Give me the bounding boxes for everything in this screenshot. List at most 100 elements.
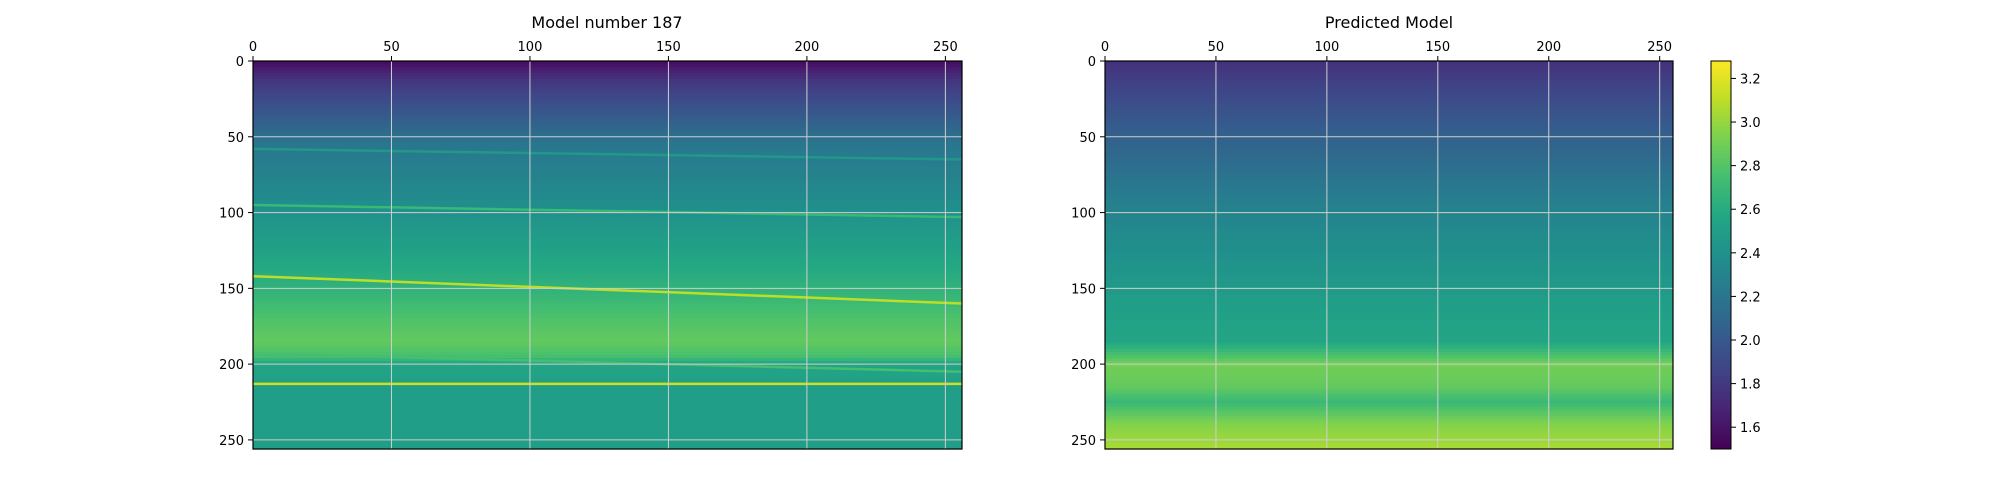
heatmap-band xyxy=(253,148,962,153)
heatmap-band xyxy=(253,370,962,374)
heatmap-band xyxy=(1105,109,1673,114)
heatmap-band xyxy=(1105,127,1673,132)
heatmap-band xyxy=(253,179,962,183)
heatmap-band xyxy=(253,191,962,195)
heatmap-band xyxy=(253,115,962,120)
heatmap-band xyxy=(1105,203,1673,208)
heatmap-band xyxy=(253,88,962,92)
heatmap-band xyxy=(1105,324,1673,329)
heatmap-band xyxy=(1105,242,1673,247)
heatmap-band xyxy=(1105,179,1673,183)
left-plot-frame xyxy=(252,60,963,450)
y-tick-label: 0 xyxy=(1088,55,1096,70)
heatmap-band xyxy=(1105,70,1673,74)
heatmap-band xyxy=(253,412,962,417)
heatmap-band xyxy=(1105,236,1673,241)
heatmap-band xyxy=(253,76,962,80)
heatmap-band xyxy=(1105,355,1673,359)
left-panel: Model number 187 0 50 100 150 200 250 0 50 100 1… xyxy=(219,13,963,450)
heatmap-band xyxy=(1105,215,1673,220)
heatmap-band xyxy=(253,324,962,329)
heatmap-band xyxy=(253,145,962,150)
heatmap-band xyxy=(253,327,962,332)
heatmap-band xyxy=(1105,121,1673,126)
heatmap-band xyxy=(1105,288,1673,292)
layer-boundary xyxy=(252,147,963,161)
heatmap-band xyxy=(1105,306,1673,311)
heatmap-band xyxy=(253,403,962,408)
heatmap-band xyxy=(1105,418,1673,423)
heatmap-band xyxy=(253,224,962,229)
heatmap-band xyxy=(1105,442,1673,447)
heatmap-band xyxy=(1105,358,1673,362)
y-tick-label: 200 xyxy=(1071,358,1096,373)
colorbar-tick-label: 3.0 xyxy=(1740,116,1761,131)
heatmap-band xyxy=(253,312,962,317)
heatmap-band xyxy=(1105,403,1673,408)
heatmap-band xyxy=(1105,88,1673,92)
heatmap-band xyxy=(253,391,962,396)
heatmap-band xyxy=(253,418,962,423)
heatmap-band xyxy=(1105,97,1673,102)
heatmap-band xyxy=(1105,151,1673,156)
heatmap-band xyxy=(1105,388,1673,393)
heatmap-band xyxy=(1105,330,1673,335)
heatmap-band xyxy=(1105,400,1673,405)
colorbar: 1.6 1.8 2.0 2.2 2.4 2.6 2.8 3.0 3.2 xyxy=(1710,60,1761,450)
heatmap-band xyxy=(1105,218,1673,223)
heatmap-band xyxy=(253,400,962,405)
heatmap-band xyxy=(253,397,962,402)
heatmap-band xyxy=(1105,436,1673,441)
heatmap-band xyxy=(1105,270,1673,274)
heatmap-band xyxy=(253,333,962,338)
colorbar-gradient xyxy=(1710,60,1732,450)
heatmap-band xyxy=(1105,94,1673,98)
heatmap-band xyxy=(253,142,962,147)
layer-boundary xyxy=(252,203,963,219)
heatmap-band xyxy=(1105,445,1673,450)
heatmap-band xyxy=(253,303,962,308)
heatmap-band xyxy=(1105,282,1673,286)
colorbar-tick-label: 1.6 xyxy=(1740,421,1761,436)
heatmap-band xyxy=(253,251,962,256)
y-tick-label: 100 xyxy=(1071,207,1096,222)
heatmap-band xyxy=(1105,200,1673,205)
heatmap-band xyxy=(253,355,962,359)
heatmap-band xyxy=(253,236,962,241)
heatmap-band xyxy=(1105,261,1673,265)
heatmap-band xyxy=(1105,303,1673,308)
heatmap-band xyxy=(1105,294,1673,299)
heatmap-band xyxy=(1105,300,1673,305)
heatmap-band xyxy=(253,406,962,411)
heatmap-band xyxy=(1105,73,1673,77)
heatmap-band xyxy=(1105,170,1673,174)
heatmap-band xyxy=(253,321,962,326)
heatmap-band xyxy=(1105,321,1673,326)
heatmap-band xyxy=(253,264,962,268)
heatmap-band xyxy=(253,430,962,435)
heatmap-band xyxy=(253,291,962,296)
colorbar-tick-label: 2.2 xyxy=(1740,290,1761,305)
left-grid xyxy=(253,61,962,449)
heatmap-band xyxy=(253,245,962,250)
heatmap-band xyxy=(253,176,962,180)
x-tick-label: 150 xyxy=(1425,40,1450,55)
heatmap-band xyxy=(1105,197,1673,202)
heatmap-band xyxy=(253,267,962,271)
heatmap-band xyxy=(253,197,962,202)
heatmap-band xyxy=(1105,221,1673,226)
heatmap-band xyxy=(253,106,962,111)
heatmap-band xyxy=(253,230,962,235)
heatmap-band xyxy=(1105,85,1673,89)
x-tick-label: 100 xyxy=(1314,40,1339,55)
heatmap-band xyxy=(253,154,962,159)
heatmap-band xyxy=(253,112,962,117)
heatmap-band xyxy=(253,348,962,353)
heatmap-band xyxy=(1105,412,1673,417)
heatmap-band xyxy=(253,239,962,244)
heatmap-band xyxy=(1105,100,1673,105)
heatmap-band xyxy=(253,242,962,247)
heatmap-band xyxy=(253,339,962,344)
y-tick-label: 100 xyxy=(219,207,244,222)
heatmap-band xyxy=(1105,91,1673,95)
